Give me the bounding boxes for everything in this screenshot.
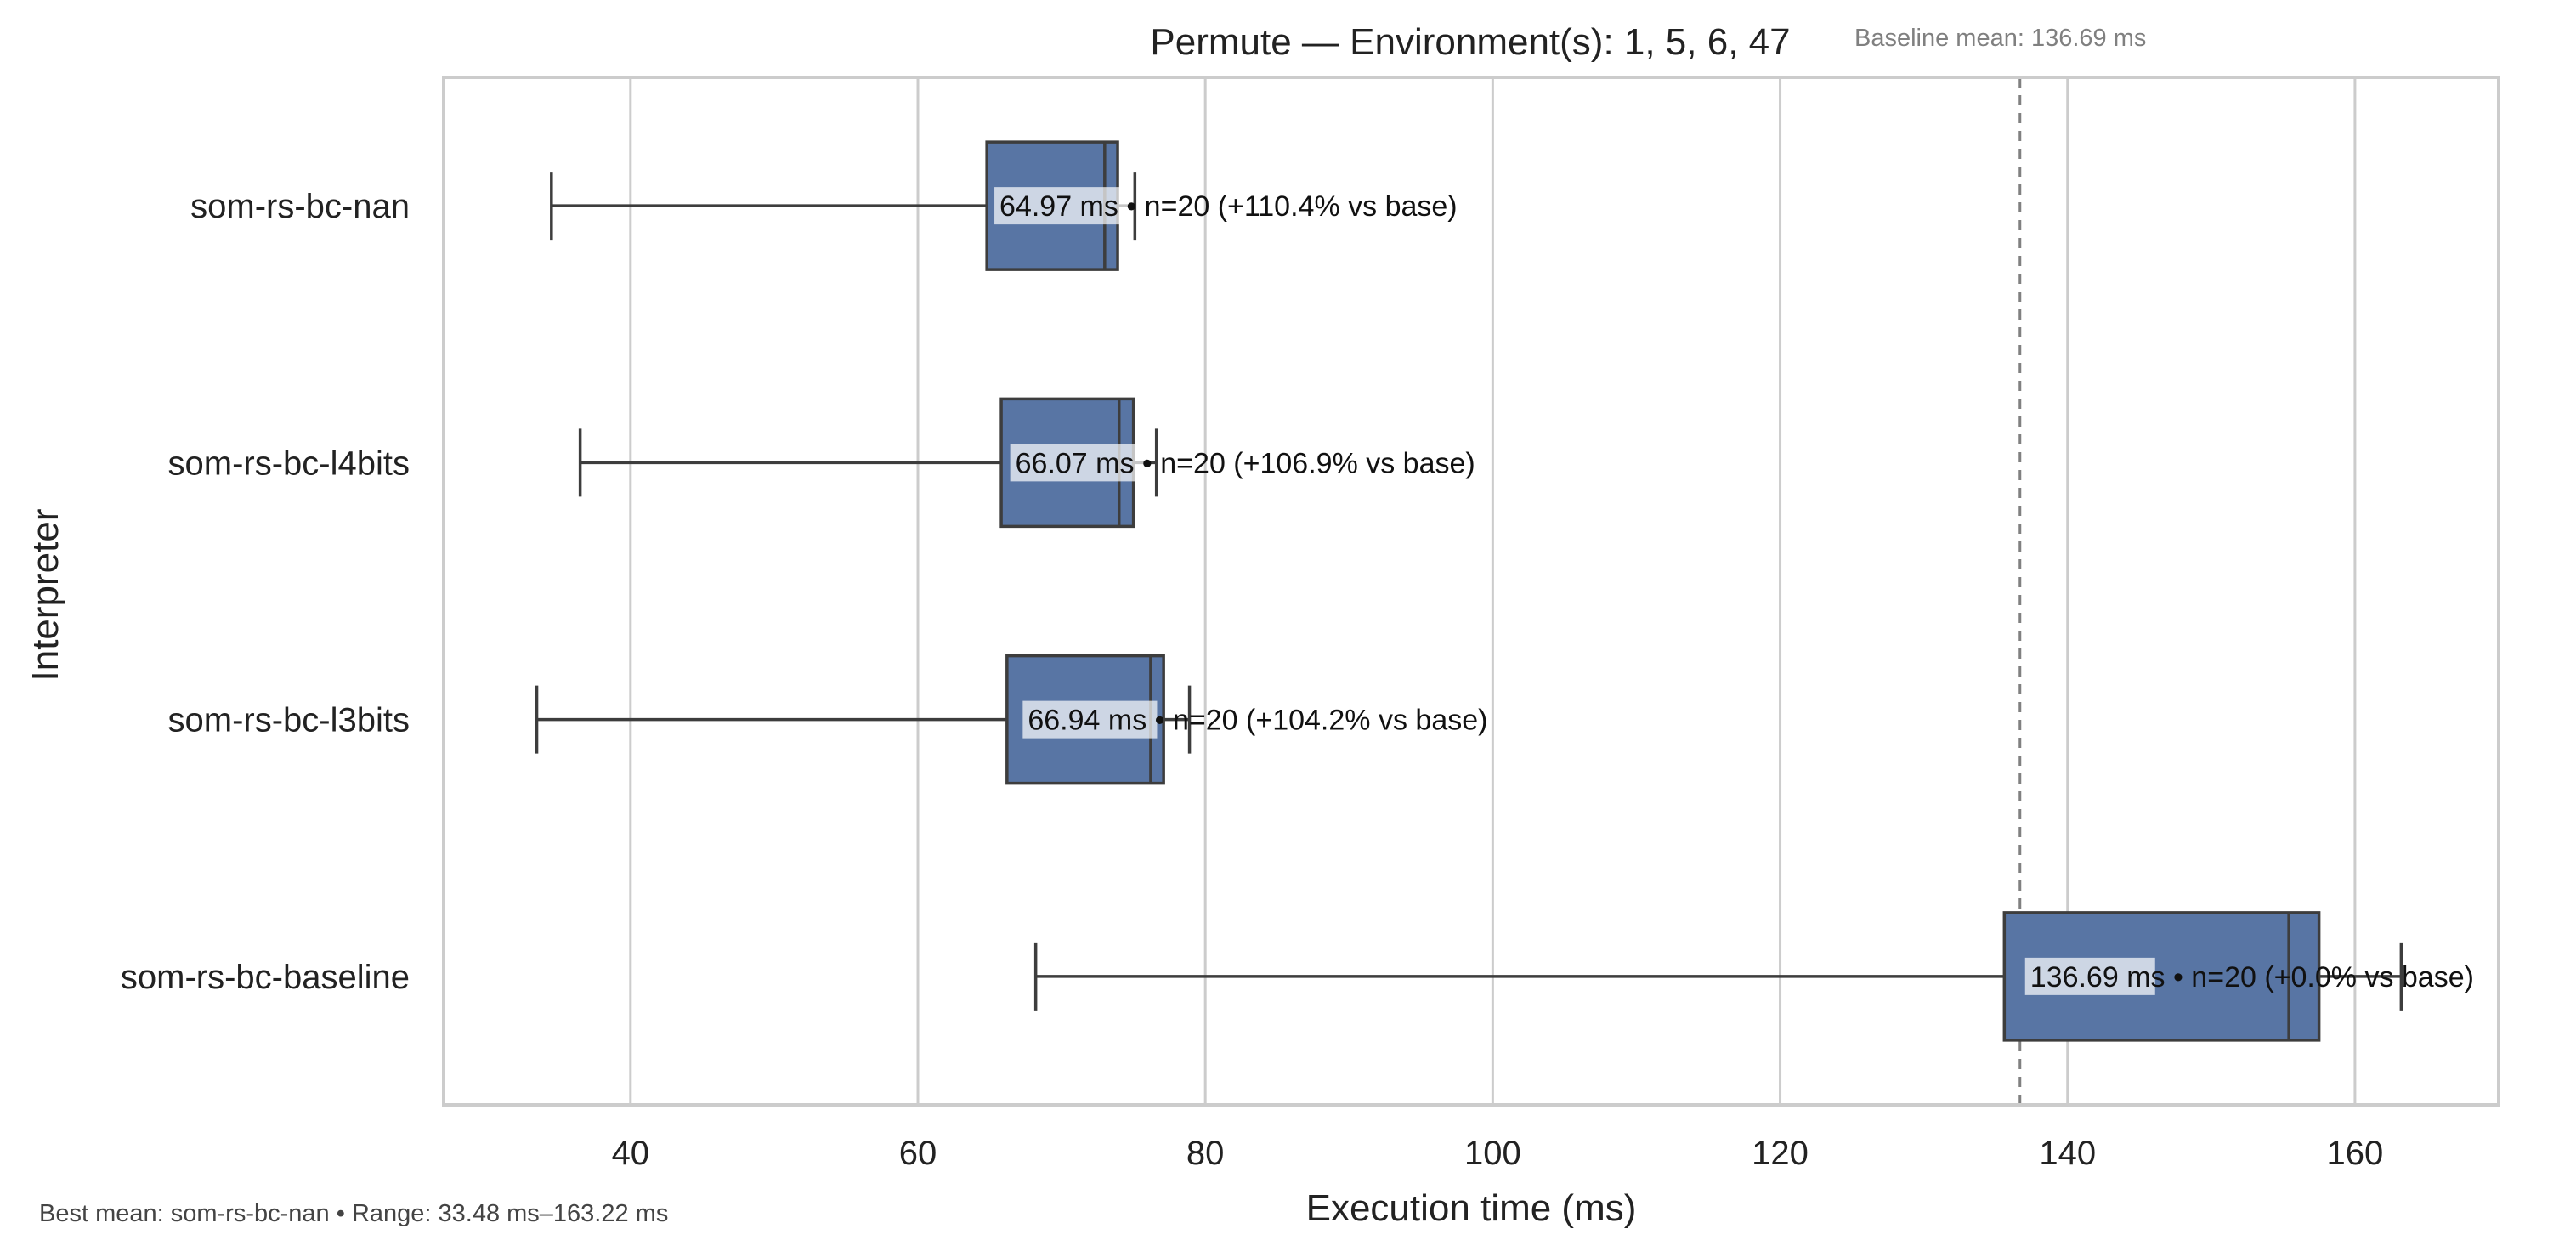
data-label: 64.97 ms • n=20 (+110.4% vs base) <box>999 190 1458 223</box>
x-tick-labels: 40 60 80 100 120 140 160 <box>612 1135 2384 1172</box>
data-label-group: 136.69 ms • n=20 (+0.0% vs base) <box>2024 957 2474 995</box>
data-label-background <box>1010 444 1145 482</box>
data-label-background <box>994 187 1129 225</box>
x-axis-label: Execution time (ms) <box>1306 1187 1637 1229</box>
y-tick-labels: som-rs-bc-nan som-rs-bc-l4bits som-rs-bc-l… <box>121 188 410 996</box>
plot-frame <box>442 76 2500 1107</box>
x-tick-label: 40 <box>612 1135 650 1172</box>
baseline-note: Baseline mean: 136.69 ms <box>1854 25 2146 52</box>
chart-title: Permute — Environment(s): 1, 5, 6, 47 <box>1150 21 1790 63</box>
y-tick-label: som-rs-bc-nan <box>190 188 410 225</box>
data-label-group: 64.97 ms • n=20 (+110.4% vs base) <box>994 187 1458 225</box>
box-iqr <box>2002 911 2321 1042</box>
x-tick-label: 100 <box>1464 1135 1521 1172</box>
data-label-background <box>1022 700 1158 739</box>
y-axis-label: Interpreter <box>25 509 66 682</box>
x-tick-label: 120 <box>1752 1135 1809 1172</box>
x-tick-label: 80 <box>1186 1135 1225 1172</box>
data-label-group: 66.07 ms • n=20 (+106.9% vs base) <box>1010 444 1475 482</box>
x-tick-label: 140 <box>2039 1135 2096 1172</box>
data-label: 136.69 ms • n=20 (+0.0% vs base) <box>2030 961 2474 994</box>
data-label: 66.94 ms • n=20 (+104.2% vs base) <box>1028 705 1487 737</box>
x-tick-label: 160 <box>2327 1135 2384 1172</box>
x-tick-label: 60 <box>899 1135 937 1172</box>
data-label-background <box>2024 957 2155 995</box>
data-label-group: 66.94 ms • n=20 (+104.2% vs base) <box>1022 700 1487 739</box>
y-tick-label: som-rs-bc-baseline <box>121 959 410 996</box>
y-tick-label: som-rs-bc-l4bits <box>168 444 410 482</box>
data-label: 66.07 ms • n=20 (+106.9% vs base) <box>1016 447 1475 479</box>
footer-note: Best mean: som-rs-bc-nan • Range: 33.48 … <box>39 1200 668 1227</box>
y-tick-label: som-rs-bc-l3bits <box>168 702 410 739</box>
data-labels: 64.97 ms • n=20 (+110.4% vs base) 66.07 m… <box>994 187 2474 995</box>
